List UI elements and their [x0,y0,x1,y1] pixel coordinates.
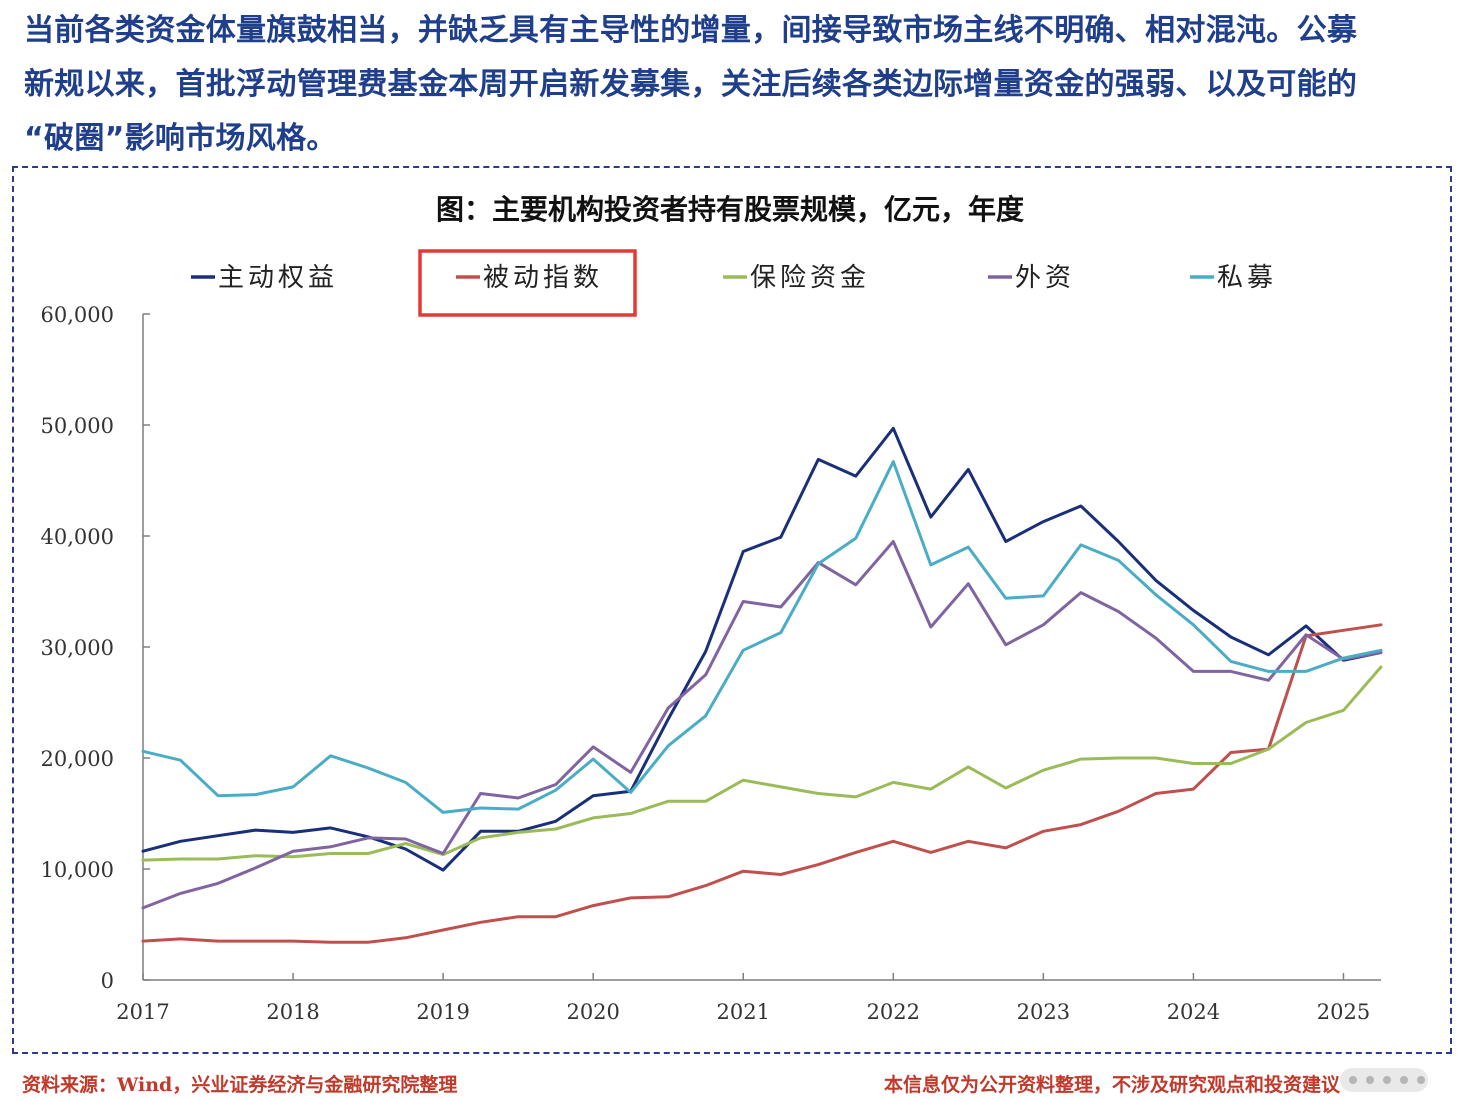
legend-highlight-box [418,249,637,317]
x-tick-label: 2021 [717,1000,770,1024]
y-tick-label: 0 [101,969,114,993]
footer-source: 资料来源：Wind，兴业证券经济与金融研究院整理 [22,1074,458,1096]
y-tick-label: 60,000 [41,303,114,327]
x-tick-label: 2018 [266,1000,319,1024]
watermark-dot [1366,1076,1374,1084]
y-tick-label: 40,000 [41,525,114,549]
chart-title: 图：主要机构投资者持有股票规模，亿元，年度 [436,193,1024,226]
chart-axes: 0 10,000 20,000 30,000 40,000 50,000 60,000 201… [41,303,1381,1024]
chart-legend: 主动权益 被动指数 保险资金 外资 私募 [191,263,1277,293]
watermark-dot [1400,1076,1408,1084]
legend-label: 外资 [1015,263,1075,293]
x-tick-label: 2019 [416,1000,469,1024]
chart-frame [12,166,1452,1054]
series-line [141,540,1383,910]
headline-line-1: 当前各类资金体量旗鼓相当，并缺乏具有主导性的增量，间接导致市场主线不明确、相对混… [24,13,1358,48]
x-tick-label: 2017 [116,1000,169,1024]
series-line [141,426,1383,872]
headline-text: 当前各类资金体量旗鼓相当，并缺乏具有主导性的增量，间接导致市场主线不明确、相对混… [24,4,1439,166]
watermark-dot [1349,1076,1357,1084]
legend-label: 被动指数 [483,263,603,293]
legend-label: 保险资金 [750,263,870,293]
series-line [141,623,1383,944]
x-tick-label: 2023 [1017,1000,1070,1024]
y-tick-label: 50,000 [41,414,114,438]
series-line [141,460,1383,814]
watermark-dot [1383,1076,1391,1084]
x-tick-label: 2020 [566,1000,619,1024]
legend-label: 主动权益 [218,263,338,293]
legend-label: 私募 [1217,263,1277,293]
y-tick-label: 20,000 [41,747,114,771]
x-tick-label: 2024 [1167,1000,1220,1024]
x-tick-label: 2022 [867,1000,920,1024]
x-tick-label: 2025 [1317,1000,1370,1024]
y-tick-label: 30,000 [41,636,114,660]
series-layer [141,426,1383,944]
watermark-badge [1340,1068,1428,1092]
footer-disclaimer: 本信息仅为公开资料整理，不涉及研究观点和投资建议 [884,1074,1341,1096]
y-tick-label: 10,000 [41,858,114,882]
series-line [141,665,1383,862]
headline-line-3: “破圈”影响市场风格。 [24,121,337,156]
headline-line-2: 新规以来，首批浮动管理费基金本周开启新发募集，关注后续各类边际增量资金的强弱、以… [24,67,1358,102]
watermark-dot [1417,1076,1425,1084]
